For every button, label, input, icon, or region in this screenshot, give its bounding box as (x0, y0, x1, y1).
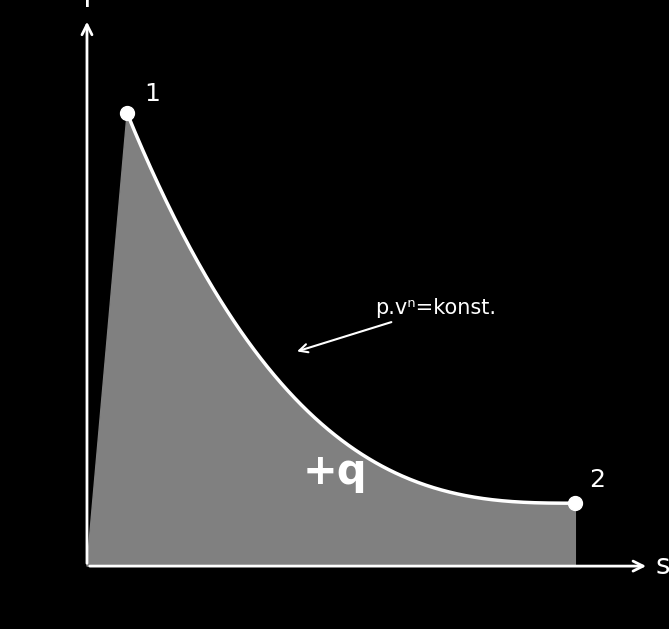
Text: s: s (656, 552, 669, 580)
Text: 2: 2 (589, 469, 605, 493)
Text: 1: 1 (144, 82, 160, 106)
Polygon shape (87, 113, 575, 566)
Text: +q: +q (302, 451, 367, 493)
Text: p.vⁿ=konst.: p.vⁿ=konst. (299, 299, 496, 352)
Text: T: T (78, 0, 96, 13)
